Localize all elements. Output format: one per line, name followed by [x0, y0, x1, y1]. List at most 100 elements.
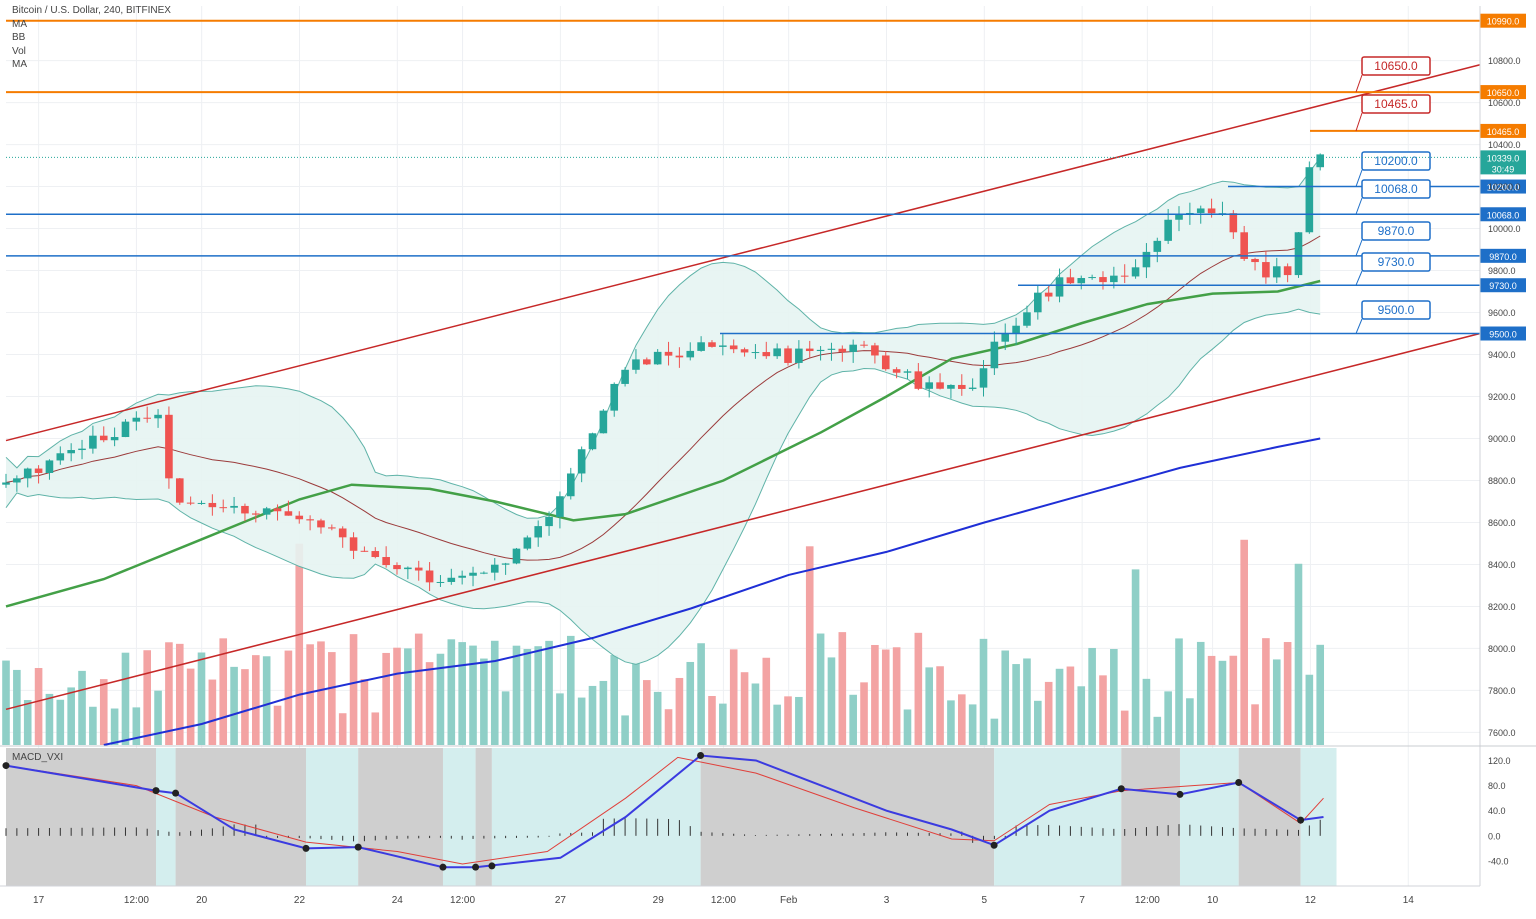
volume-bar — [805, 546, 814, 745]
volume-bar — [425, 662, 434, 745]
volume-bar — [1142, 678, 1151, 745]
callout-pointer — [1355, 318, 1363, 334]
price-tick-label: 10600.0 — [1488, 98, 1521, 108]
volume-bar — [512, 645, 521, 745]
candle-body — [1272, 266, 1281, 278]
macd-title[interactable]: MACD_VXI — [12, 752, 64, 763]
volume-bar — [13, 669, 21, 745]
candle-body — [186, 502, 195, 504]
candle-body — [490, 564, 499, 573]
callout-pointer — [1355, 239, 1363, 257]
candle-body — [1023, 312, 1031, 326]
level-tag-text: 9730.0 — [1489, 281, 1517, 291]
volume-bar — [664, 709, 673, 745]
candle-body — [697, 342, 705, 351]
candle-body — [545, 516, 553, 527]
candle-body — [143, 417, 151, 419]
candle-body — [816, 349, 825, 352]
level-tag-10068.0 — [1480, 207, 1526, 222]
price-tick-label: 9000.0 — [1488, 434, 1516, 444]
volume-bar — [1229, 655, 1238, 745]
level-tag-10650.0 — [1480, 85, 1526, 100]
candle-body — [1175, 213, 1183, 220]
callout-box-9730.0 — [1361, 252, 1431, 272]
callout-text: 9870.0 — [1378, 224, 1415, 238]
time-tick-label: 22 — [294, 895, 306, 906]
candle-body — [708, 342, 716, 347]
candle-body — [284, 511, 293, 516]
indicator-ma-2[interactable]: MA — [12, 59, 27, 70]
bb-fill — [6, 157, 1321, 665]
volume-bar — [892, 647, 901, 745]
candle-body — [795, 348, 803, 363]
macd-tick-label: 0.0 — [1488, 831, 1501, 841]
candle-body — [523, 537, 532, 549]
candle-body — [1196, 208, 1205, 213]
candle-body — [349, 537, 358, 551]
candle-body — [1305, 167, 1314, 233]
volume-bar — [393, 647, 401, 745]
candle-body — [534, 526, 543, 538]
candle-body — [154, 414, 162, 419]
volume-bar — [729, 649, 738, 745]
macd-cross-dot — [990, 841, 998, 849]
callout-pointer — [1355, 112, 1363, 132]
candle-body — [925, 382, 934, 389]
volume-bar — [1012, 664, 1020, 745]
callout-box-10068.0 — [1361, 179, 1431, 199]
volume-bar — [653, 691, 662, 745]
volume-bar — [1099, 675, 1107, 745]
volume-bar — [1055, 668, 1064, 745]
indicator-ma-1[interactable]: MA — [12, 18, 27, 30]
candle-body — [827, 348, 836, 350]
price-tick-label: 10200.0 — [1488, 182, 1521, 192]
macd-bg-segment — [175, 748, 307, 886]
candle-body — [45, 460, 54, 473]
candle-body — [56, 453, 65, 461]
candle-body — [729, 345, 738, 350]
symbol-title[interactable]: Bitcoin / U.S. Dollar, 240, BITFINEX — [12, 5, 171, 16]
volume-bar — [1262, 638, 1270, 745]
indicator-bb[interactable]: BB — [12, 32, 26, 43]
macd-cross-dot — [172, 789, 180, 797]
price-tick-label: 8400.0 — [1488, 560, 1516, 570]
candle-body — [132, 417, 141, 422]
volume-bar — [208, 679, 217, 745]
candle-body — [1055, 277, 1064, 297]
volume-bar — [1023, 658, 1031, 745]
candle-body — [1283, 266, 1292, 276]
volume-bar — [1001, 650, 1010, 745]
candle-body — [566, 473, 575, 497]
last-price-text: 10339.0 — [1487, 153, 1520, 163]
candle-body — [621, 369, 629, 384]
callout-box-10650.0 — [1361, 56, 1431, 76]
candle-body — [947, 384, 955, 389]
candle-body — [371, 551, 380, 558]
volume-bar — [588, 685, 597, 745]
volume-bar — [947, 700, 955, 745]
candle-body — [1229, 213, 1238, 233]
candle-body — [458, 575, 466, 578]
candle-body — [34, 468, 43, 473]
volume-bar — [121, 652, 130, 745]
time-tick-label: 3 — [884, 895, 890, 906]
volume-bar — [1044, 681, 1053, 745]
time-tick-label: 5 — [982, 895, 988, 906]
candle-body — [632, 359, 640, 370]
volume-bar — [143, 650, 151, 745]
candle-body — [121, 421, 130, 438]
volume-bar — [1077, 686, 1086, 745]
price-tick-label: 7600.0 — [1488, 728, 1516, 738]
volume-bar — [1316, 644, 1325, 745]
level-tag-text: 9500.0 — [1489, 330, 1517, 340]
candle-body — [643, 359, 651, 365]
volume-bar — [968, 704, 977, 745]
volume-bar — [241, 669, 249, 745]
volume-bar — [871, 644, 879, 745]
callout-pointer — [1355, 74, 1363, 93]
volume-bar — [697, 643, 705, 745]
indicator-vol[interactable]: Vol — [12, 45, 26, 57]
volume-bar — [1186, 698, 1194, 745]
chart-legend: Bitcoin / U.S. Dollar, 240, BITFINEX MA … — [12, 4, 171, 72]
